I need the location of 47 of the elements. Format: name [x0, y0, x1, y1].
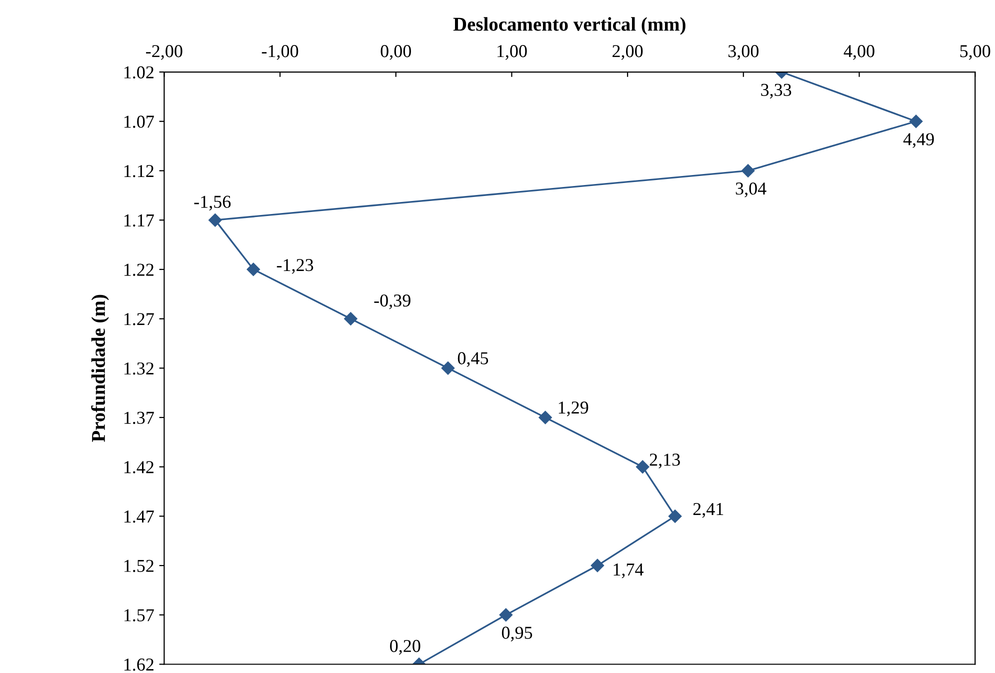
data-label: 0,20 [390, 640, 420, 655]
y-axis-title: Profundidade (m) [91, 294, 109, 442]
y-tick-label: 1.57 [124, 609, 154, 622]
data-label: 0,45 [458, 352, 488, 367]
data-label: 0,95 [502, 626, 532, 642]
y-tick-label: 1.52 [124, 560, 154, 572]
data-label: -1,56 [194, 196, 231, 211]
point [499, 608, 513, 622]
x-tick-label: 4,00 [844, 45, 874, 60]
data-label: 3,33 [761, 84, 792, 99]
y-tick-label: 1.47 [124, 510, 154, 523]
y-tick-label: 1.27 [124, 313, 154, 326]
point [590, 558, 604, 572]
data-label: 1,74 [614, 564, 644, 578]
data-label: 4,49 [903, 133, 934, 148]
data-label: 2,41 [693, 503, 724, 518]
data-label: 3,04 [736, 182, 766, 198]
y-tick-label: 1.17 [124, 214, 154, 227]
y-tick-label: 1.22 [124, 264, 154, 276]
data-label: -0,39 [374, 294, 410, 310]
point [538, 410, 552, 424]
point [636, 460, 650, 474]
y-tick-label: 1.37 [124, 412, 154, 424]
x-tick-label: 1,00 [498, 45, 527, 60]
y-tick-label: 1.12 [124, 165, 154, 178]
x-tick-label: 0,00 [380, 45, 411, 60]
point [246, 262, 260, 276]
x-tick-label: -2,00 [146, 45, 182, 60]
point [208, 213, 222, 227]
point [344, 312, 358, 326]
y-tick-label: 1.02 [124, 66, 154, 79]
x-tick-label: 3,00 [728, 45, 759, 60]
y-tick-label: 1.62 [124, 658, 154, 671]
point [668, 510, 682, 523]
point [909, 114, 923, 128]
x-tick-label: 5,00 [960, 45, 990, 60]
data-label: 1,29 [558, 402, 588, 416]
y-tick-label: 1.42 [124, 461, 154, 474]
data-label: 2,13 [650, 454, 680, 468]
y-tick-label: 1.07 [124, 116, 154, 128]
x-tick-label: -1,00 [262, 45, 298, 60]
x-axis-title: Deslocamento vertical (mm) [453, 17, 686, 35]
y-tick-label: 1.32 [124, 362, 154, 375]
x-tick-label: 2,00 [612, 45, 643, 60]
point [741, 164, 755, 178]
data-label: -1,23 [276, 259, 314, 274]
point [441, 362, 455, 375]
